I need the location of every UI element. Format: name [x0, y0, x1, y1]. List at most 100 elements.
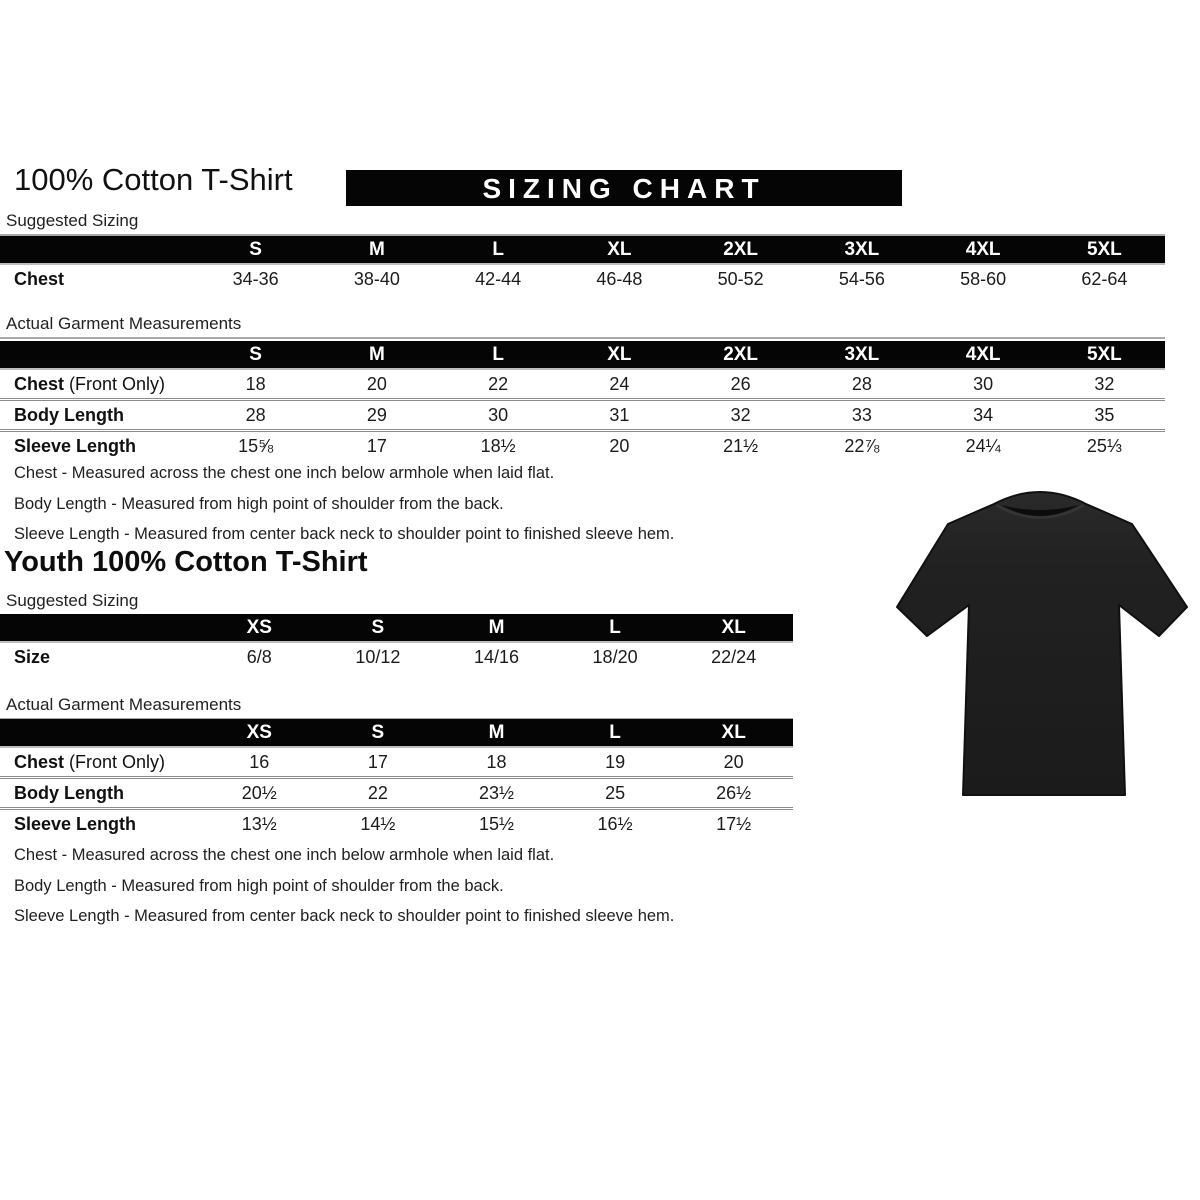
row-label: Body Length [14, 782, 124, 803]
measurement-note: Chest - Measured across the chest one in… [14, 464, 555, 482]
measurement-value: 30 [488, 404, 509, 425]
size-column-header: L [437, 341, 559, 369]
table-row: Chest (Front Only) 18 20 22 24 26 28 30 32 [0, 369, 1165, 400]
measurement-value: 58-60 [960, 268, 1007, 289]
size-column-header: 5XL [1043, 341, 1165, 369]
measurement-note: Sleeve Length - Measured from center bac… [14, 525, 675, 543]
measurement-value: 18½ [480, 435, 516, 456]
measurement-value: 25⅓ [1086, 435, 1122, 456]
measurement-value: 20 [609, 435, 630, 456]
measurement-value: 32 [730, 404, 751, 425]
size-header-row: S M L XL 2XL 3XL 4XL 5XL [0, 236, 1165, 264]
table-row: Sleeve Length 15⅝ 17 18½ 20 21½ 22⅞ 24¼ 25⅓ [0, 430, 1165, 461]
page-title: 100% Cotton T-Shirt [14, 162, 293, 197]
measurement-value: 33 [851, 404, 872, 425]
section-heading-actual-measurements: Actual Garment Measurements [0, 695, 793, 720]
measurement-value: 19 [605, 751, 626, 772]
size-column-header: 2XL [680, 236, 802, 264]
measurement-value: 31 [609, 404, 630, 425]
size-column-header: 5XL [1043, 236, 1165, 264]
measurement-note: Body Length - Measured from high point o… [14, 494, 504, 513]
measurement-value: 20 [723, 751, 744, 772]
measurement-value: 18 [486, 751, 507, 772]
size-column-header: S [195, 341, 317, 369]
black-tshirt-icon [896, 491, 1188, 796]
size-column-header: M [437, 614, 556, 642]
measurement-value: 18/20 [592, 646, 638, 667]
header-spacer [0, 236, 195, 264]
measurement-value: 54-56 [838, 268, 885, 289]
measurement-value: 16 [249, 751, 270, 772]
measurement-value: 10/12 [355, 646, 401, 667]
measurement-value: 50-52 [717, 268, 764, 289]
size-column-header: 4XL [922, 236, 1044, 264]
section-heading-suggested-sizing: Suggested Sizing [0, 591, 793, 616]
sizing-chart-banner: SIZING CHART [346, 170, 902, 206]
size-header-row: XS S M L XL [0, 719, 793, 747]
row-label: Chest (Front Only) [14, 751, 166, 772]
measurement-value: 18 [245, 373, 266, 394]
tshirt-product-image [882, 478, 1198, 808]
measurement-value: 23½ [478, 782, 514, 803]
section-heading-suggested-sizing: Suggested Sizing [0, 211, 1165, 236]
table-row: Sleeve Length 13½ 14½ 15½ 16½ 17½ [0, 808, 793, 839]
measurement-value: 15⅝ [238, 435, 274, 456]
measurement-value: 46-48 [596, 268, 643, 289]
size-column-header: XL [674, 614, 793, 642]
row-label: Size [14, 646, 51, 667]
measurement-value: 14½ [360, 813, 396, 834]
measurement-value: 28 [245, 404, 266, 425]
measurement-value: 20½ [241, 782, 277, 803]
measurement-value: 22⅞ [844, 435, 880, 456]
table-row: Body Length 20½ 22 23½ 25 26½ [0, 777, 793, 809]
measurement-note: Body Length - Measured from high point o… [14, 876, 504, 895]
size-header-row: XS S M L XL [0, 614, 793, 642]
size-column-header: M [316, 236, 438, 264]
measurement-value: 22 [488, 373, 509, 394]
measurement-value: 24¼ [965, 435, 1001, 456]
size-column-header: M [316, 341, 438, 369]
size-column-header: L [437, 236, 559, 264]
size-column-header: 3XL [801, 236, 923, 264]
measurement-value: 29 [366, 404, 387, 425]
measurement-value: 34 [973, 404, 994, 425]
size-column-header: 2XL [680, 341, 802, 369]
table-row: Chest 34-36 38-40 42-44 46-48 50-52 54-56 58-60… [0, 264, 1165, 293]
header-spacer [0, 614, 200, 642]
table-row: Chest (Front Only) 16 17 18 19 20 [0, 747, 793, 778]
row-label: Chest [14, 268, 65, 289]
size-column-header: XL [558, 341, 680, 369]
measurement-value: 26 [730, 373, 751, 394]
header-spacer [0, 341, 195, 369]
measurement-value: 34-36 [232, 268, 279, 289]
size-column-header: L [555, 614, 675, 642]
measurement-value: 28 [851, 373, 872, 394]
adult-measurement-notes: Chest - Measured across the chest one in… [14, 458, 674, 550]
size-column-header: S [318, 719, 438, 747]
size-column-header: XS [200, 719, 319, 747]
measurement-note: Sleeve Length - Measured from center bac… [14, 907, 675, 925]
measurement-value: 22 [367, 782, 388, 803]
adult-actual-measurements-table: S M L XL 2XL 3XL 4XL 5XL Chest (Front Only) 18 20 2… [0, 341, 1165, 460]
measurement-note: Chest - Measured across the chest one in… [14, 846, 555, 864]
size-column-header: XS [200, 614, 319, 642]
measurement-value: 16½ [597, 813, 633, 834]
youth-suggested-section: Suggested Sizing [0, 591, 793, 616]
measurement-value: 26½ [716, 782, 752, 803]
section-heading-actual-measurements: Actual Garment Measurements [0, 314, 1165, 339]
adult-suggested-sizing-table: S M L XL 2XL 3XL 4XL 5XL Chest 34-36 38-40 42-44 46-… [0, 236, 1165, 293]
measurement-value: 24 [609, 373, 630, 394]
size-column-header: XL [558, 236, 680, 264]
row-label: Chest (Front Only) [14, 373, 166, 394]
size-column-header: XL [674, 719, 793, 747]
youth-suggested-sizing-table: XS S M L XL Size 6/8 10/12 14/16 18/20 22/24 [0, 614, 793, 671]
size-column-header: L [555, 719, 675, 747]
youth-actual-section: Actual Garment Measurements [0, 695, 793, 720]
adult-suggested-section: Suggested Sizing [0, 211, 1165, 236]
measurement-value: 21½ [723, 435, 759, 456]
measurement-value: 17 [367, 751, 388, 772]
size-column-header: 4XL [922, 341, 1044, 369]
measurement-value: 62-64 [1081, 268, 1128, 289]
measurement-value: 20 [366, 373, 387, 394]
table-row: Body Length 28 29 30 31 32 33 34 35 [0, 399, 1165, 431]
